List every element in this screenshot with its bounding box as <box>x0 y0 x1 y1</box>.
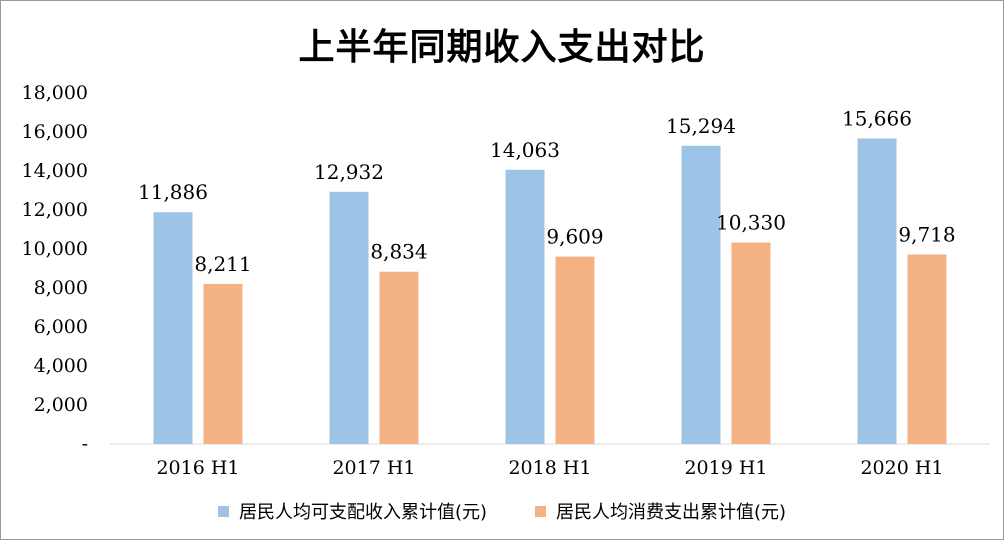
income-bar <box>329 191 369 444</box>
income-bar <box>505 169 545 445</box>
x-tick-label: 2019 H1 <box>684 457 767 479</box>
x-tick-label: 2016 H1 <box>156 457 239 479</box>
y-tick-label: - <box>82 433 88 455</box>
income-data-label: 15,666 <box>842 107 912 131</box>
expense-bar <box>555 256 595 444</box>
income-bar <box>153 212 193 444</box>
income-data-label: 14,063 <box>490 138 560 162</box>
income-data-label: 11,886 <box>138 180 208 204</box>
y-tick-label: 8,000 <box>34 277 88 299</box>
expense-data-label: 8,211 <box>194 252 251 276</box>
y-tick-label: 10,000 <box>22 238 88 260</box>
expense-data-label: 8,834 <box>370 240 427 264</box>
y-tick-label: 16,000 <box>22 121 88 143</box>
income-bar <box>857 138 897 444</box>
legend-swatch-expense <box>535 505 546 517</box>
y-tick-label: 18,000 <box>22 82 88 104</box>
expense-bar <box>203 283 243 444</box>
expense-data-label: 9,718 <box>898 222 955 246</box>
legend-item-expense: 居民人均消费支出累计值(元) <box>535 498 786 524</box>
legend: 居民人均可支配收入累计值(元) 居民人均消费支出累计值(元) <box>0 498 1004 524</box>
legend-label-income: 居民人均可支配收入累计值(元) <box>238 502 487 523</box>
y-tick-label: 2,000 <box>34 394 88 416</box>
income-data-label: 15,294 <box>666 114 736 138</box>
x-tick-label: 2017 H1 <box>332 457 415 479</box>
x-tick-label: 2020 H1 <box>860 457 943 479</box>
legend-item-income: 居民人均可支配收入累计值(元) <box>217 498 487 524</box>
y-tick-label: 4,000 <box>34 355 88 377</box>
expense-bar <box>379 271 419 444</box>
expense-data-label: 9,609 <box>546 225 603 249</box>
expense-data-label: 10,330 <box>716 211 786 235</box>
legend-swatch-income <box>217 505 229 517</box>
y-tick-label: 14,000 <box>22 160 88 182</box>
y-tick-label: 6,000 <box>34 316 88 338</box>
expense-bar <box>907 254 947 444</box>
income-data-label: 12,932 <box>314 160 384 184</box>
chart-title: 上半年同期收入支出对比 <box>298 27 706 68</box>
x-tick-label: 2018 H1 <box>508 457 591 479</box>
expense-bar <box>731 242 771 444</box>
y-tick-label: 12,000 <box>22 199 88 221</box>
income-bar <box>681 145 721 444</box>
legend-label-expense: 居民人均消费支出累计值(元) <box>556 502 787 523</box>
